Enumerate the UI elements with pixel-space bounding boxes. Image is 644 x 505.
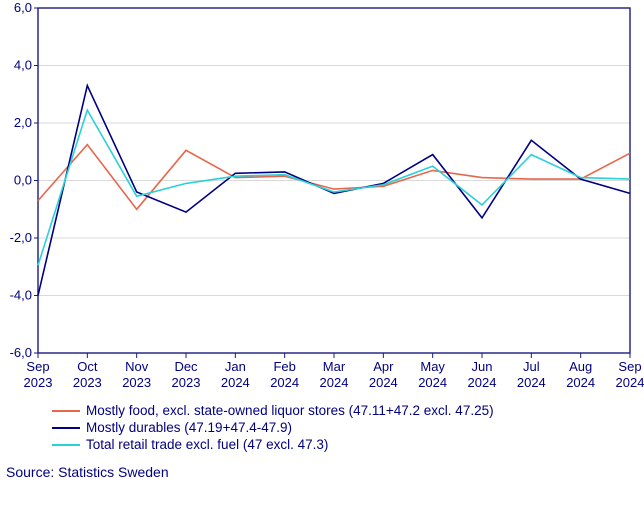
svg-text:2024: 2024 — [566, 375, 595, 390]
legend-item: Mostly food, excl. state-owned liquor st… — [52, 403, 644, 418]
source-label: Source: Statistics Sweden — [6, 464, 644, 480]
svg-text:2,0: 2,0 — [14, 115, 32, 130]
svg-text:4,0: 4,0 — [14, 58, 32, 73]
svg-text:2024: 2024 — [468, 375, 497, 390]
svg-text:0,0: 0,0 — [14, 173, 32, 188]
legend-label: Total retail trade excl. fuel (47 excl. … — [86, 437, 328, 452]
svg-text:6,0: 6,0 — [14, 0, 32, 15]
svg-text:-2,0: -2,0 — [10, 230, 32, 245]
legend-swatch — [52, 427, 80, 429]
legend-item: Total retail trade excl. fuel (47 excl. … — [52, 437, 644, 452]
line-chart: -6,0-4,0-2,00,02,04,06,0Sep2023Oct2023No… — [0, 0, 644, 395]
svg-text:Aug: Aug — [569, 359, 592, 374]
svg-text:2024: 2024 — [320, 375, 349, 390]
svg-text:2023: 2023 — [73, 375, 102, 390]
svg-text:2024: 2024 — [221, 375, 250, 390]
svg-text:Sep: Sep — [618, 359, 641, 374]
svg-text:-4,0: -4,0 — [10, 288, 32, 303]
legend-label: Mostly durables (47.19+47.4-47.9) — [86, 420, 292, 435]
legend-swatch — [52, 444, 80, 446]
svg-text:-6,0: -6,0 — [10, 345, 32, 360]
svg-text:Nov: Nov — [125, 359, 149, 374]
chart-container: -6,0-4,0-2,00,02,04,06,0Sep2023Oct2023No… — [0, 0, 644, 505]
svg-text:Dec: Dec — [174, 359, 198, 374]
svg-text:Jul: Jul — [523, 359, 540, 374]
legend-item: Mostly durables (47.19+47.4-47.9) — [52, 420, 644, 435]
svg-text:2024: 2024 — [517, 375, 546, 390]
svg-text:2024: 2024 — [270, 375, 299, 390]
svg-text:May: May — [420, 359, 445, 374]
legend-label: Mostly food, excl. state-owned liquor st… — [86, 403, 494, 418]
svg-text:Feb: Feb — [273, 359, 295, 374]
legend-swatch — [52, 410, 80, 412]
svg-text:Apr: Apr — [373, 359, 394, 374]
svg-text:2023: 2023 — [24, 375, 53, 390]
svg-text:2023: 2023 — [172, 375, 201, 390]
svg-text:Sep: Sep — [26, 359, 49, 374]
svg-text:2024: 2024 — [418, 375, 447, 390]
svg-text:Oct: Oct — [77, 359, 98, 374]
svg-text:Jan: Jan — [225, 359, 246, 374]
svg-text:2024: 2024 — [369, 375, 398, 390]
svg-text:2024: 2024 — [616, 375, 644, 390]
svg-text:Mar: Mar — [323, 359, 346, 374]
svg-text:2023: 2023 — [122, 375, 151, 390]
legend: Mostly food, excl. state-owned liquor st… — [0, 403, 644, 452]
svg-text:Jun: Jun — [472, 359, 493, 374]
